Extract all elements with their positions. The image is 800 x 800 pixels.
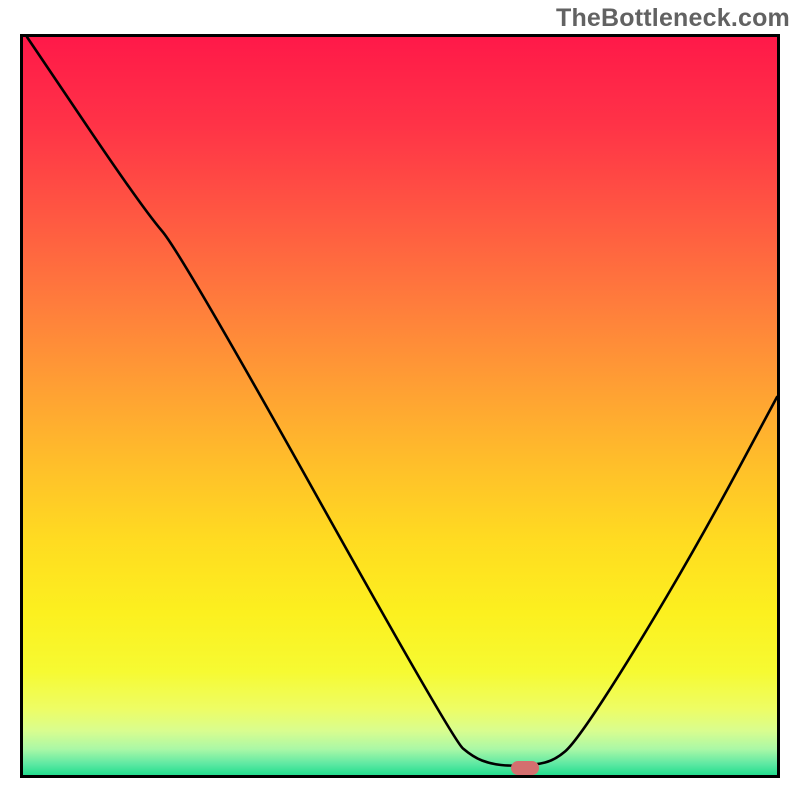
optimum-marker bbox=[511, 761, 539, 775]
chart-frame bbox=[20, 34, 780, 778]
bottleneck-curve bbox=[23, 37, 777, 775]
watermark-text: TheBottleneck.com bbox=[556, 4, 790, 33]
bottleneck-curve-path bbox=[27, 37, 777, 766]
